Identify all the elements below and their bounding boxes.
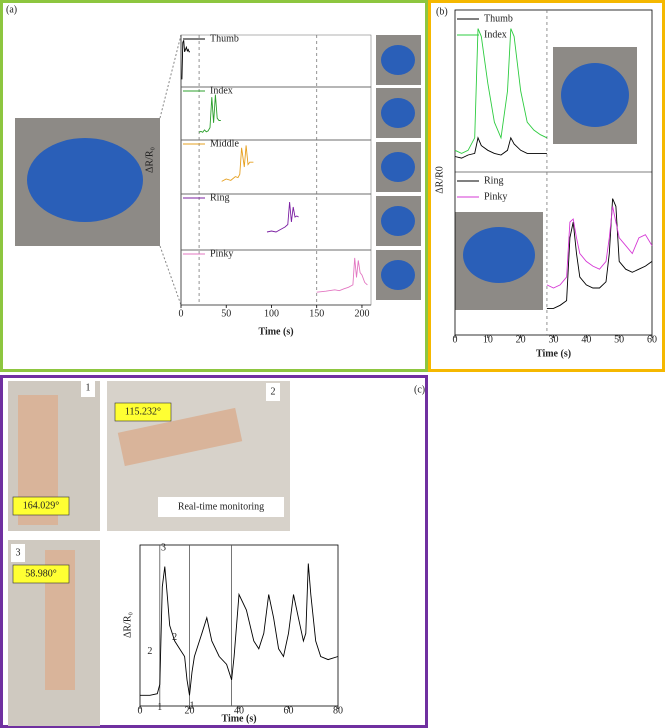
- annotation: 2: [172, 632, 177, 643]
- photo-number: 1: [86, 382, 91, 393]
- panel-label: (a): [6, 4, 17, 15]
- legend-label: Index: [484, 29, 507, 40]
- data-line: [316, 257, 368, 293]
- x-tick-label: 0: [179, 308, 184, 319]
- annotation: 1: [157, 702, 162, 713]
- x-tick-label: 60: [284, 705, 294, 716]
- x-tick-label: 0: [138, 705, 143, 716]
- x-tick-label: 20: [185, 705, 195, 716]
- annotation: 3: [161, 542, 166, 553]
- glove: [381, 98, 415, 128]
- x-axis-label: Time (s): [536, 348, 571, 359]
- x-axis-label: Time (s): [221, 713, 256, 724]
- x-tick-label: 20: [516, 334, 526, 345]
- legend-label: Ring: [484, 175, 503, 186]
- glove: [561, 63, 629, 127]
- glove: [381, 152, 415, 182]
- x-tick-label: 30: [549, 334, 559, 345]
- data-line: [454, 28, 548, 154]
- photo-number: 2: [271, 386, 276, 397]
- data-line: [181, 40, 190, 80]
- legend-label: Pinky: [484, 191, 507, 202]
- glove: [381, 45, 415, 75]
- x-tick-label: 0: [453, 334, 458, 345]
- arm: [117, 407, 243, 467]
- number-box: [11, 544, 25, 562]
- row-frame: [180, 249, 372, 306]
- photo-caption: Real-time monitoring: [178, 501, 264, 512]
- x-tick-label: 200: [354, 308, 369, 319]
- photo-number: 3: [16, 547, 21, 558]
- angle-label: 164.029°: [23, 500, 60, 511]
- data-line: [198, 94, 221, 133]
- x-tick-label: 150: [309, 308, 324, 319]
- angle-box: [114, 402, 172, 422]
- data-line: [454, 136, 547, 159]
- y-axis-label: ΔR/R₀: [144, 146, 155, 173]
- y-axis-label: ΔR/R₀: [122, 611, 133, 638]
- x-tick-label: 80: [333, 705, 343, 716]
- glove: [27, 138, 143, 222]
- x-tick-label: 50: [614, 334, 624, 345]
- data-line: [140, 563, 339, 696]
- data-line: [546, 198, 653, 309]
- angle-label: 115.232°: [125, 406, 161, 417]
- data-line: [221, 145, 254, 182]
- legend-label: Ring: [210, 192, 229, 203]
- panel-label: (b): [436, 6, 448, 17]
- y-axis-label: ΔR/R0: [434, 166, 445, 194]
- annotation: 1: [189, 700, 194, 711]
- x-tick-label: 10: [483, 334, 493, 345]
- panel-c-frame: [0, 375, 428, 728]
- number-box: [81, 379, 95, 397]
- angle-box: [12, 496, 70, 516]
- annotation: 2: [147, 646, 152, 657]
- panel-a-frame: [0, 0, 428, 372]
- x-axis-label: Time (s): [258, 326, 293, 337]
- x-tick-label: 60: [647, 334, 657, 345]
- x-tick-label: 40: [234, 705, 244, 716]
- x-tick-label: 40: [581, 334, 591, 345]
- legend-label: Thumb: [484, 13, 513, 24]
- panel-label: (c): [414, 384, 425, 395]
- angle-box: [12, 564, 70, 584]
- data-line: [546, 206, 653, 289]
- panel-b-frame: [428, 0, 665, 372]
- glove: [381, 206, 415, 236]
- photos: [8, 34, 637, 726]
- caption-box: [158, 497, 284, 517]
- legend-label: Index: [210, 85, 233, 96]
- data-line: [266, 201, 299, 233]
- glove: [463, 227, 535, 283]
- zoom-line: [159, 34, 182, 119]
- legend-label: Middle: [210, 138, 239, 149]
- x-tick-label: 100: [264, 308, 279, 319]
- legend-label: Pinky: [210, 248, 233, 259]
- zoom-line: [159, 245, 182, 306]
- legend-label: Thumb: [210, 33, 239, 44]
- glove: [381, 260, 415, 290]
- angle-label: 58.980°: [25, 568, 57, 579]
- x-tick-label: 50: [221, 308, 231, 319]
- number-box: [266, 383, 280, 401]
